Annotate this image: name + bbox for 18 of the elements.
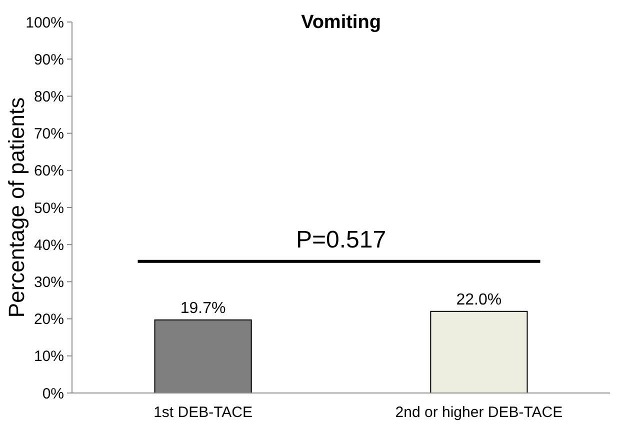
y-tick-label: 20%: [34, 311, 64, 328]
y-tick-label: 30%: [34, 274, 64, 291]
y-axis-title: Percentage of patients: [4, 97, 29, 318]
y-tick-label: 80%: [34, 88, 64, 106]
x-tick-label: 2nd or higher DEB-TACE: [395, 404, 563, 421]
chart-title: Vomiting: [301, 12, 381, 33]
y-tick-label: 90%: [34, 51, 64, 68]
y-tick-label: 100%: [26, 14, 64, 32]
data-label: 19.7%: [180, 300, 226, 317]
x-tick-label: 1st DEB-TACE: [154, 404, 253, 421]
y-tick-label: 0%: [42, 385, 64, 402]
data-label: 22.0%: [456, 291, 502, 308]
annotation: P=0.517: [296, 226, 386, 254]
y-tick-label: 40%: [34, 236, 64, 254]
y-tick-label: 10%: [34, 348, 64, 366]
y-tick-label: 50%: [34, 200, 64, 217]
y-tick-label: 60%: [34, 162, 64, 180]
y-tick-label: 70%: [34, 126, 64, 143]
